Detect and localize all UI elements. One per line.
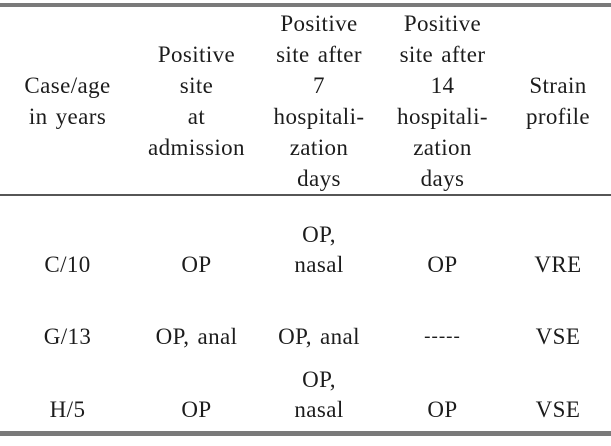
- col-header-strain-profile: Strain profile: [505, 5, 611, 196]
- cell-strain-profile: VSE: [535, 396, 581, 422]
- col-header-site-7-days: Positive site after 7 hospitali- zation …: [258, 5, 380, 196]
- colonization-sites-table: Case/age in years Positive site at admis…: [0, 3, 611, 436]
- cell-site-admission: OP: [181, 252, 212, 277]
- table-row-g13: G/13 OP, anal OP, anal ----- VSE: [0, 293, 611, 359]
- col-header-site-14-days: Positive site after 14 hospitali- zation…: [380, 5, 505, 196]
- cell-site-admission: OP, anal: [155, 324, 238, 349]
- cell-strain-profile: VRE: [534, 252, 582, 277]
- cell-site-7-days: OP, nasal: [294, 366, 344, 422]
- cell-case-age: C/10: [44, 252, 91, 277]
- table-row-c10: C/10 OP OP, nasal OP VRE: [0, 195, 611, 293]
- table-header: Case/age in years Positive site at admis…: [0, 5, 611, 196]
- cell-case-age: G/13: [43, 324, 92, 349]
- cell-site-14-days: OP: [427, 252, 458, 277]
- cell-site-admission: OP: [181, 396, 212, 422]
- cell-strain-profile: VSE: [535, 324, 581, 349]
- col-header-site-admission: Positive site at admission: [135, 5, 258, 196]
- table-row-h5: H/5 OP OP, nasal OP VSE: [0, 359, 611, 433]
- cell-site-7-days: OP, nasal: [294, 222, 344, 277]
- cell-case-age: H/5: [49, 396, 86, 422]
- cell-site-14-days: OP: [427, 396, 458, 422]
- table-body: C/10 OP OP, nasal OP VRE G/13 OP, anal O…: [0, 195, 611, 433]
- header-row: Case/age in years Positive site at admis…: [0, 5, 611, 196]
- col-header-case-age: Case/age in years: [0, 5, 135, 196]
- cell-site-14-days-dashes: -----: [424, 326, 461, 347]
- cell-site-7-days: OP, anal: [278, 324, 360, 349]
